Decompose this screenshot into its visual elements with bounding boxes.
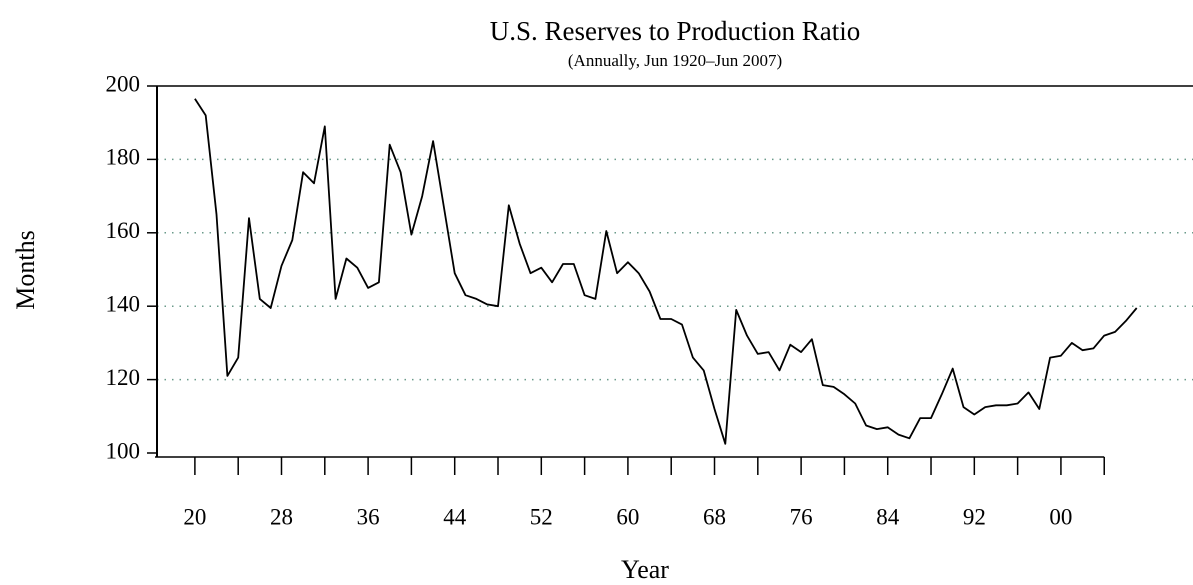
y-tick-label: 180 [106, 145, 141, 170]
x-tick-label: 84 [876, 504, 900, 529]
y-tick-label: 160 [106, 218, 141, 243]
x-tick-label: 92 [963, 504, 986, 529]
y-tick-label: 100 [106, 438, 141, 463]
x-tick-label: 76 [790, 504, 813, 529]
y-tick-label: 200 [106, 71, 141, 96]
x-tick-label: 44 [443, 504, 467, 529]
y-tick-label: 120 [106, 365, 141, 390]
x-tick-label: 52 [530, 504, 553, 529]
x-tick-label: 00 [1049, 504, 1072, 529]
x-tick-label: 68 [703, 504, 726, 529]
chart-title: U.S. Reserves to Production Ratio [490, 16, 860, 46]
y-tick-label: 140 [106, 291, 141, 316]
data-line [194, 98, 1138, 445]
x-tick-label: 36 [357, 504, 380, 529]
x-tick-label: 28 [270, 504, 293, 529]
chart-subtitle: (Annually, Jun 1920–Jun 2007) [568, 51, 782, 70]
x-axis-label: Year [621, 555, 669, 584]
x-tick-label: 60 [616, 504, 639, 529]
x-tick-label: 20 [183, 504, 206, 529]
y-axis-label: Months [11, 230, 40, 309]
